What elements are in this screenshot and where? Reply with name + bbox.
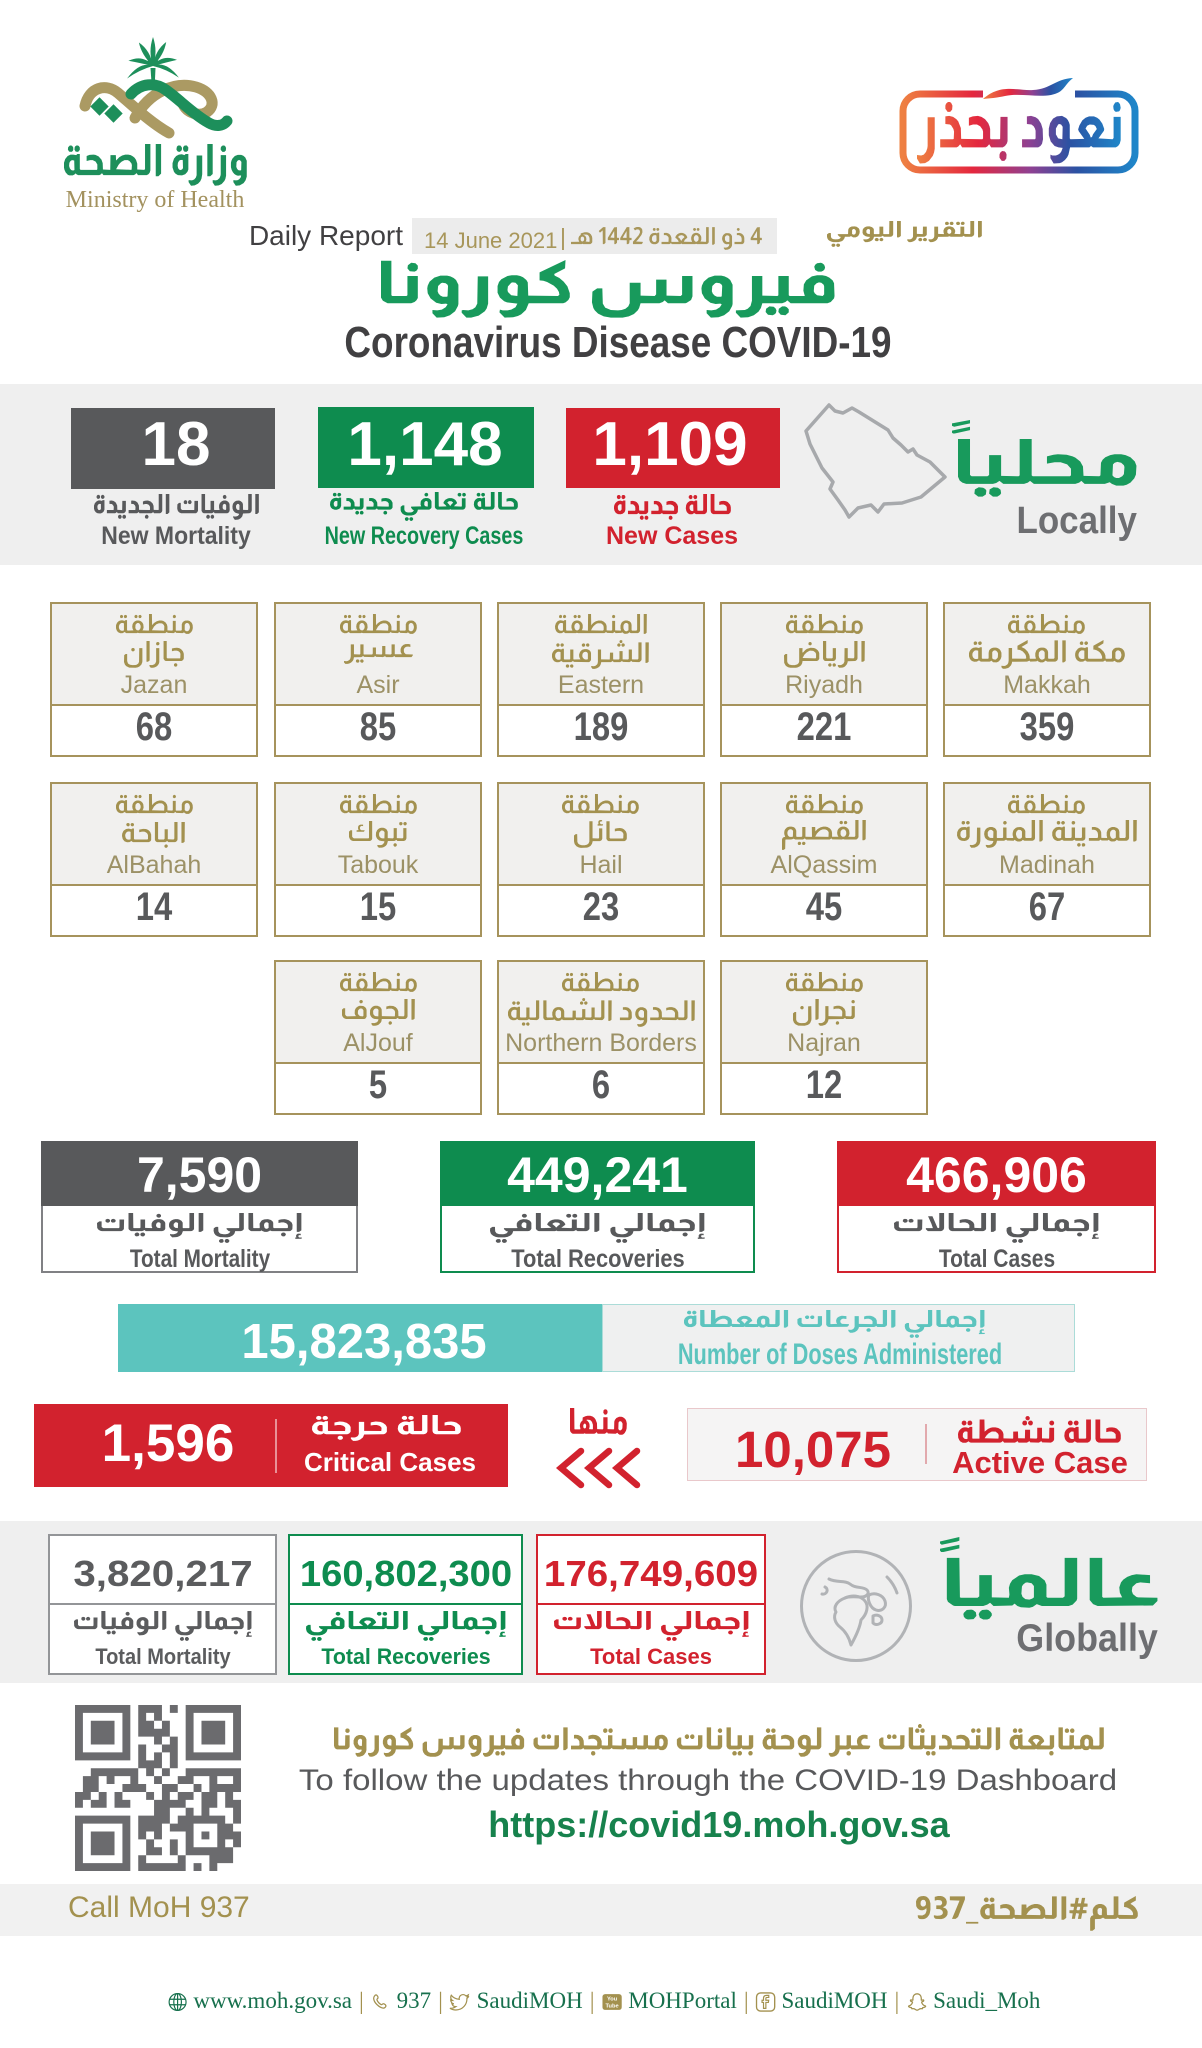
svg-text:Tube: Tube	[605, 2003, 618, 2009]
svg-text:You: You	[607, 1996, 618, 2002]
